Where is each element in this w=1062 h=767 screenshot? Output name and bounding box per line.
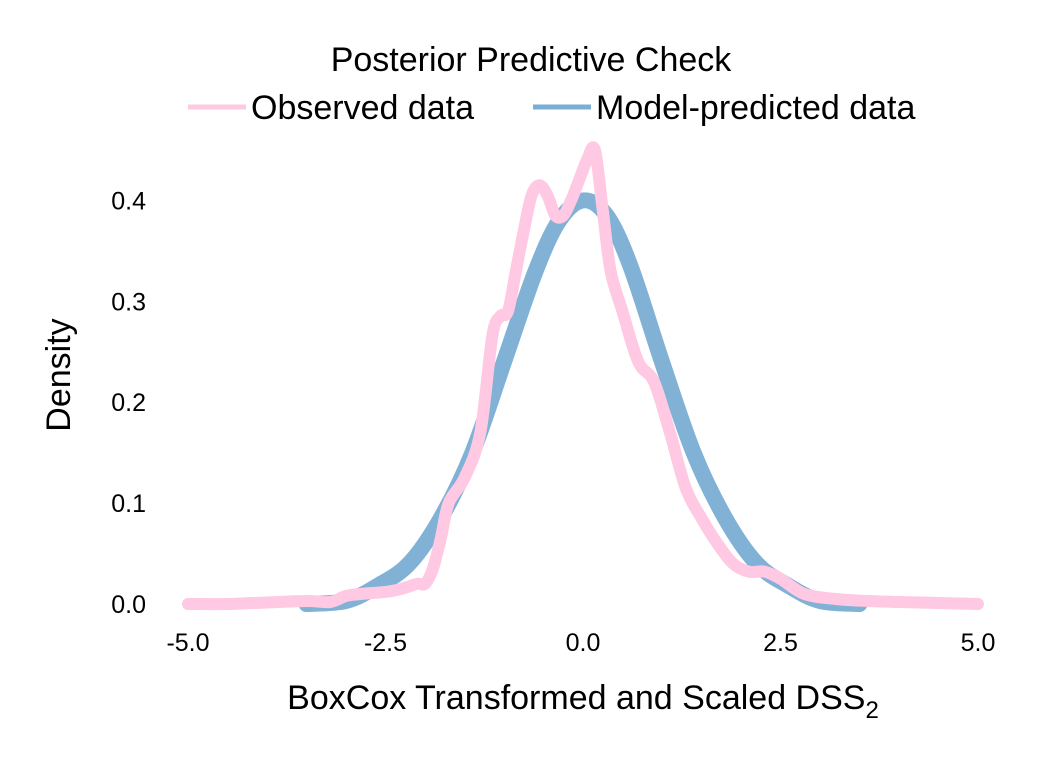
x-axis-label: BoxCox Transformed and Scaled DSS2 [287, 679, 879, 724]
plot-area [182, 141, 984, 612]
y-tick-label: 0.1 [111, 490, 146, 518]
legend-title: Posterior Predictive Check [331, 41, 733, 79]
y-tick-label: 0.3 [111, 288, 146, 316]
y-tick-label: 0.2 [111, 389, 146, 417]
x-axis-label-subscript: 2 [865, 697, 878, 724]
y-axis-ticks: 0.0 0.1 0.2 0.3 0.4 [111, 187, 146, 619]
x-tick-label: 2.5 [763, 629, 798, 657]
y-tick-label: 0.0 [111, 591, 146, 619]
x-tick-label: -5.0 [166, 629, 209, 657]
x-tick-label: -2.5 [364, 629, 407, 657]
x-tick-label: 5.0 [961, 629, 996, 657]
legend: Posterior Predictive Check Observed data… [188, 41, 916, 127]
legend-label-model: Model-predicted data [596, 89, 916, 127]
y-tick-label: 0.4 [111, 187, 146, 215]
y-axis-label: Density [40, 318, 78, 431]
x-axis-label-main: BoxCox Transformed and Scaled DSS [287, 679, 865, 717]
x-tick-label: 0.0 [566, 629, 601, 657]
legend-label-observed: Observed data [251, 89, 474, 127]
series-line-observed [182, 141, 984, 611]
x-axis-ticks: -5.0 -2.5 0.0 2.5 5.0 [166, 629, 995, 657]
series-line-model-predicted [298, 192, 868, 612]
